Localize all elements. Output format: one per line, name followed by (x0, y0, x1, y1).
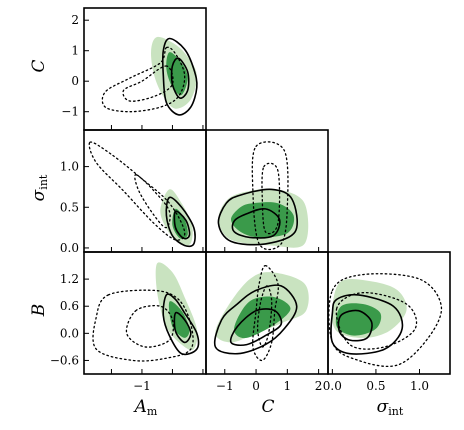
contour-solid-inner (231, 207, 281, 239)
contour-dotted-inner (122, 65, 174, 102)
x-tick-label: −1 (133, 379, 151, 393)
panel-B-vs-sigma: 0.0 0.5 1.0 (323, 251, 451, 393)
contour-solid-inner (170, 57, 190, 99)
contour-dotted-outer (88, 141, 186, 241)
x-tick-label: 0 (252, 379, 260, 393)
y-tick-label: −1 (61, 105, 79, 119)
contour-filled-inner (172, 208, 188, 239)
contour-filled-inner (168, 301, 190, 338)
x-tick-label: 2 (315, 379, 323, 393)
y-tick-label: 0.0 (60, 241, 79, 255)
y-tick-label: 0.0 (60, 326, 79, 340)
y-tick-label: 1.2 (60, 272, 79, 286)
x-tick-label: 0.5 (366, 379, 385, 393)
svg-text:σint: σint (29, 174, 50, 201)
x-tick-label: 1.0 (410, 379, 429, 393)
x-axis-label-a-m: Am (133, 397, 158, 418)
svg-text:Am: Am (133, 397, 158, 418)
y-axis-label-c: C (29, 59, 49, 72)
contour-solid-outer (213, 284, 298, 355)
contour-dotted-inner (261, 162, 281, 235)
panel-C-vs-Am: −1 0 1 2 (61, 7, 207, 131)
x-tick-label: 1 (284, 379, 292, 393)
y-tick-label: −0.6 (50, 353, 79, 367)
contour-solid-outer (217, 188, 298, 246)
contour-solid-inner (229, 308, 283, 347)
contour-solid-outer (330, 293, 404, 355)
contour-dotted-inner (335, 292, 418, 350)
contour-solid-inner (173, 311, 192, 344)
panel-B-vs-Am: −0.6 0.0 0.6 1.2 −1 (50, 251, 207, 393)
panel-sigma-vs-Am: 0.0 0.5 1.0 (60, 129, 207, 255)
contour-dotted-outer (252, 264, 279, 362)
y-axis-label-sigma-int: σint (29, 174, 50, 201)
y-tick-label: 0.5 (60, 200, 79, 214)
contour-solid-inner (173, 210, 191, 240)
contour-solid-outer (165, 196, 196, 248)
x-axis-label-sigma-int: σint (377, 397, 404, 418)
y-tick-label: 1.0 (60, 160, 79, 174)
contour-solid-outer (162, 293, 200, 356)
y-tick-label: 0 (71, 74, 79, 88)
x-tick-label: 0.0 (323, 379, 342, 393)
contour-filled-inner (234, 296, 291, 339)
svg-text:σint: σint (377, 397, 404, 418)
panel-B-vs-C: −1 0 1 2 (205, 251, 329, 393)
x-tick-label: −1 (216, 379, 234, 393)
contour-solid-inner (337, 309, 373, 342)
contour-solid-outer (161, 37, 198, 116)
y-tick-label: 0.6 (60, 299, 79, 313)
panel-frame (327, 251, 451, 375)
y-tick-label: 1 (71, 44, 79, 58)
contour-dotted-inner (134, 174, 171, 229)
y-tick-label: 2 (71, 13, 79, 27)
contour-filled-inner (166, 52, 188, 96)
panel-sigma-vs-C (205, 129, 329, 253)
y-axis-label-b: B (29, 304, 49, 318)
contour-dotted-outer (251, 141, 289, 251)
x-axis-label-c: C (261, 397, 274, 417)
contour-dotted-outer (101, 46, 186, 113)
